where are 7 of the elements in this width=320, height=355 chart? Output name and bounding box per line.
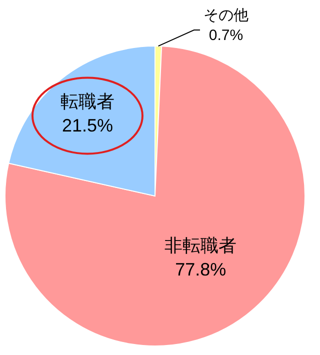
- data-label: 77.8%: [175, 260, 226, 280]
- data-label: 0.7%: [208, 27, 244, 44]
- slice-label: 転職者: [60, 92, 114, 112]
- slice-label: その他: [204, 7, 248, 24]
- slice-label: 非転職者: [164, 236, 237, 256]
- pie-slice: [4, 46, 306, 346]
- data-label: 21.5%: [62, 116, 113, 136]
